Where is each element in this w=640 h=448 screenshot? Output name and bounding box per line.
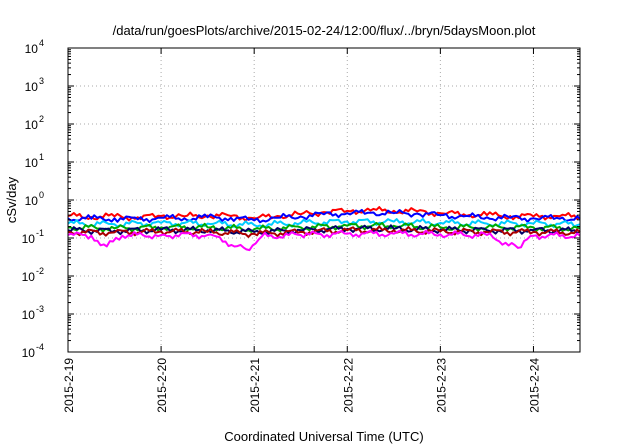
series-line-2	[67, 208, 581, 224]
x-axis: 2015-2-19 2015-2-20 2015-2-21 2015-2-22 2015…	[62, 48, 541, 413]
y-tick-exponent: -4	[36, 342, 44, 352]
x-axis-label: Coordinated Universal Time (UTC)	[224, 429, 423, 444]
y-tick-label: 10-2	[22, 266, 44, 284]
series-line-6	[67, 225, 581, 238]
y-tick-exponent: 2	[39, 114, 44, 124]
y-tick-exponent: -2	[36, 266, 44, 276]
y-tick-label: 103	[25, 76, 44, 94]
x-tick-label: 2015-2-21	[248, 358, 262, 413]
chart-title: /data/run/goesPlots/archive/2015-02-24/1…	[113, 23, 536, 38]
x-tick-label: 2015-2-22	[341, 358, 355, 413]
y-tick-label: 104	[25, 38, 44, 56]
y-tick-label: 10-1	[22, 228, 44, 246]
series-line-7	[67, 229, 581, 252]
series-line-1	[67, 206, 581, 222]
y-tick-exponent: -3	[36, 304, 44, 314]
x-tick-label: 2015-2-19	[62, 358, 76, 413]
y-tick-exponent: -1	[36, 228, 44, 238]
y-tick-exponent: 0	[39, 190, 44, 200]
x-tick-label: 2015-2-23	[434, 358, 448, 413]
y-tick-label: 10-4	[22, 342, 44, 360]
y-tick-label: 100	[25, 190, 44, 208]
y-tick-label: 10-3	[22, 304, 44, 322]
x-tick-label: 2015-2-24	[527, 358, 541, 413]
y-axis-label: cSv/day	[4, 176, 19, 223]
x-tick-label: 2015-2-20	[155, 358, 169, 413]
grid	[68, 48, 580, 352]
y-tick-exponent: 3	[39, 76, 44, 86]
y-tick-label: 101	[25, 152, 44, 170]
y-tick-label: 102	[25, 114, 44, 132]
y-tick-exponent: 1	[39, 152, 44, 162]
series-layer	[67, 206, 581, 252]
series-line-4	[67, 221, 581, 233]
y-tick-exponent: 4	[39, 38, 44, 48]
